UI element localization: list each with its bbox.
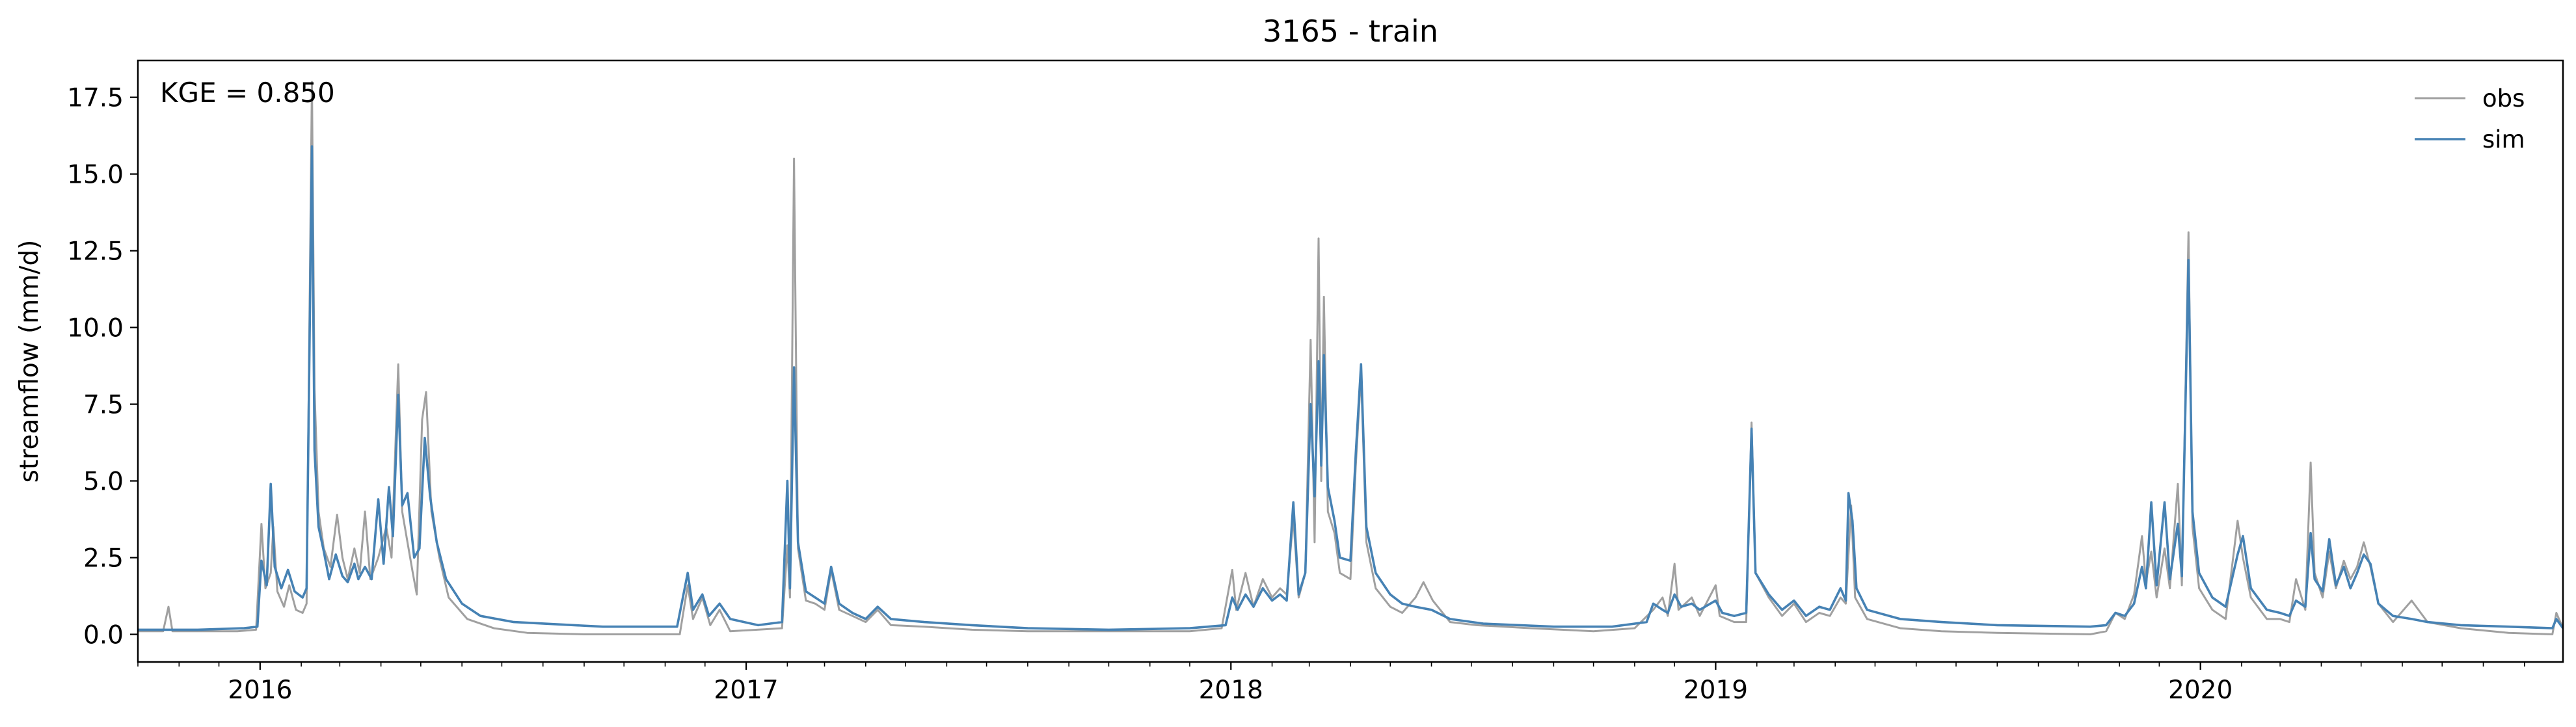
- x-tick-label: 2018: [1199, 676, 1263, 705]
- x-tick-label: 2020: [2168, 676, 2233, 705]
- y-tick-label: 5.0: [83, 468, 124, 497]
- x-tick-label: 2017: [714, 676, 778, 705]
- chart-title: 3165 - train: [1263, 14, 1438, 49]
- legend-label-obs: obs: [2482, 85, 2525, 112]
- chart-legend: obs sim: [2415, 85, 2525, 153]
- y-axis-label: streamflow (mm/d): [15, 240, 44, 483]
- y-tick-label: 17.5: [67, 84, 124, 113]
- y-tick-label: 10.0: [67, 314, 124, 343]
- y-tick-label: 0.0: [83, 621, 124, 650]
- y-tick-label: 12.5: [67, 237, 124, 267]
- y-tick-label: 2.5: [83, 544, 124, 574]
- y-tick-label: 15.0: [67, 161, 124, 190]
- x-tick-label: 2019: [1684, 676, 1748, 705]
- series-line-sim: [138, 145, 2563, 631]
- kge-annotation: KGE = 0.850: [160, 77, 335, 109]
- legend-label-sim: sim: [2482, 126, 2525, 153]
- y-tick-label: 7.5: [83, 391, 124, 420]
- plot-frame: [137, 59, 2564, 663]
- series-line-obs: [138, 81, 2563, 635]
- x-tick-label: 2016: [228, 676, 292, 705]
